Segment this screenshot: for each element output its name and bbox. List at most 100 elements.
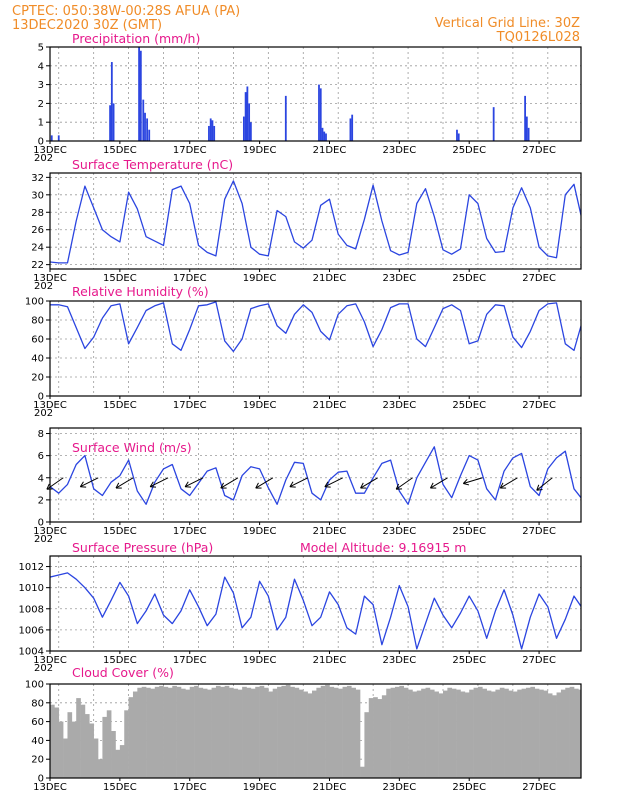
y-tick-label: 24 [31,243,44,254]
cloud-bar [119,745,125,778]
y-tick-label: 1012 [19,562,44,573]
wind-arrow [184,477,204,488]
cloud-cover-title: Cloud Cover (%) [72,665,174,680]
cloud-bar [460,691,466,778]
cloud-bar [425,687,431,778]
precip-bar [524,95,527,141]
precip-bar [318,84,320,141]
wind-line [50,446,581,505]
cloud-bar [111,731,116,778]
cloud-bar [89,723,94,778]
cloud-bar [560,689,566,778]
cloud-bar [194,685,199,778]
x-tick-label: 13DEC [33,782,67,793]
cloud-bar [106,710,112,778]
cloud-bar [329,686,335,778]
x-tick-label: 15DEC [103,526,137,537]
x-tick-label: 17DEC [173,273,207,284]
precip-bar [211,120,214,141]
precipitation-title: Precipitation (mm/h) [72,31,200,46]
cloud-bar [176,686,182,778]
header-grid-note: Vertical Grid Line: 30Z [435,16,580,31]
x-tick-label: 23DEC [382,145,416,156]
y-tick-label: 20 [31,755,44,766]
x-tick-label: 21DEC [313,782,347,793]
precip-bar [323,131,326,141]
cloud-bar [181,688,186,778]
x-tick-label: 17DEC [173,526,207,537]
wind-arrow [149,477,169,488]
wind-arrow-head [536,488,543,491]
cloud-bar [312,690,317,778]
wind-arrow-shaft [80,477,99,488]
cloud-bar [163,686,169,778]
y-tick-label: 1 [38,118,44,129]
y-tick-label: 30 [31,190,44,201]
x-tick-label: 21DEC [313,273,347,284]
y-tick-label: 40 [31,354,44,365]
precip-bar [139,50,142,142]
wind-arrow-head [79,481,84,487]
wind-arrow-shaft [149,477,169,488]
wind-arrow-head [149,481,154,487]
x-year-stub: 202 [34,408,53,419]
cloud-bar [67,712,73,778]
precip-bar [208,125,210,141]
x-tick-label: 23DEC [382,655,416,666]
y-tick-label: 60 [31,335,44,346]
cloud-bar [364,712,370,778]
wind-arrow-shaft [463,477,483,484]
cloud-bar [211,687,217,778]
cloud-bar [443,690,448,778]
x-tick-label: 13DEC [33,145,67,156]
x-tick-label: 19DEC [243,273,277,284]
cloud-bar [303,691,308,778]
humidity-panel: Relative Humidity (%) 0 20 40 60 80 100 13DEC 1… [25,284,582,419]
wind-arrow-shaft [115,477,134,489]
cloud-bar [132,691,138,778]
cloud-bar [294,687,300,778]
x-year-stub: 202 [34,153,53,164]
plot-frame [49,555,582,652]
precip-bar [146,118,149,141]
cloud-bar [277,686,282,778]
cloud-bar [495,689,501,778]
cloud-bar [346,685,352,778]
x-tick-label: 19DEC [243,782,277,793]
y-tick-label: 100 [25,680,44,691]
precip-bar [110,62,113,141]
pressure-panel: Surface Pressure (hPa) Model Altitude: 9… [19,540,582,674]
precip-bar [349,118,352,141]
y-tick-label: 32 [31,173,44,184]
cloud-bar [342,686,348,778]
cloud-bar [477,686,483,778]
cloud-bar [84,714,90,778]
wind-panel: Surface Wind (m/s) 0 2 4 6 8 13DEC 15DEC 17DEC 1… [33,427,582,545]
wind-arrow-shaft [220,477,239,489]
wind-arrow-head [115,482,120,489]
wind-arrow-shaft [255,477,274,489]
x-tick-label: 23DEC [382,526,416,537]
x-tick-label: 13DEC [33,400,67,411]
cloud-bar [565,687,570,778]
wind-arrow [255,477,274,489]
x-tick-label: 15DEC [103,273,137,284]
cloud-bar [499,687,505,778]
cloud-bar [368,698,374,778]
precip-bar [213,125,216,141]
cloud-bar [525,687,531,778]
cloud-bar [429,689,435,778]
cloud-bar [255,686,260,778]
cloud-bar [539,689,544,778]
cloud-bar [355,689,361,778]
pres-line [50,572,581,650]
cloud-bar [224,685,230,778]
precip-bar [284,95,287,141]
cloud-bar [246,687,252,778]
pressure-title: Surface Pressure (hPa) [72,540,213,555]
precip-bar [492,107,495,141]
header-model: TQ0126L028 [496,30,580,45]
cloud-bar [233,688,239,778]
wind-arrow-shaft [46,477,64,490]
